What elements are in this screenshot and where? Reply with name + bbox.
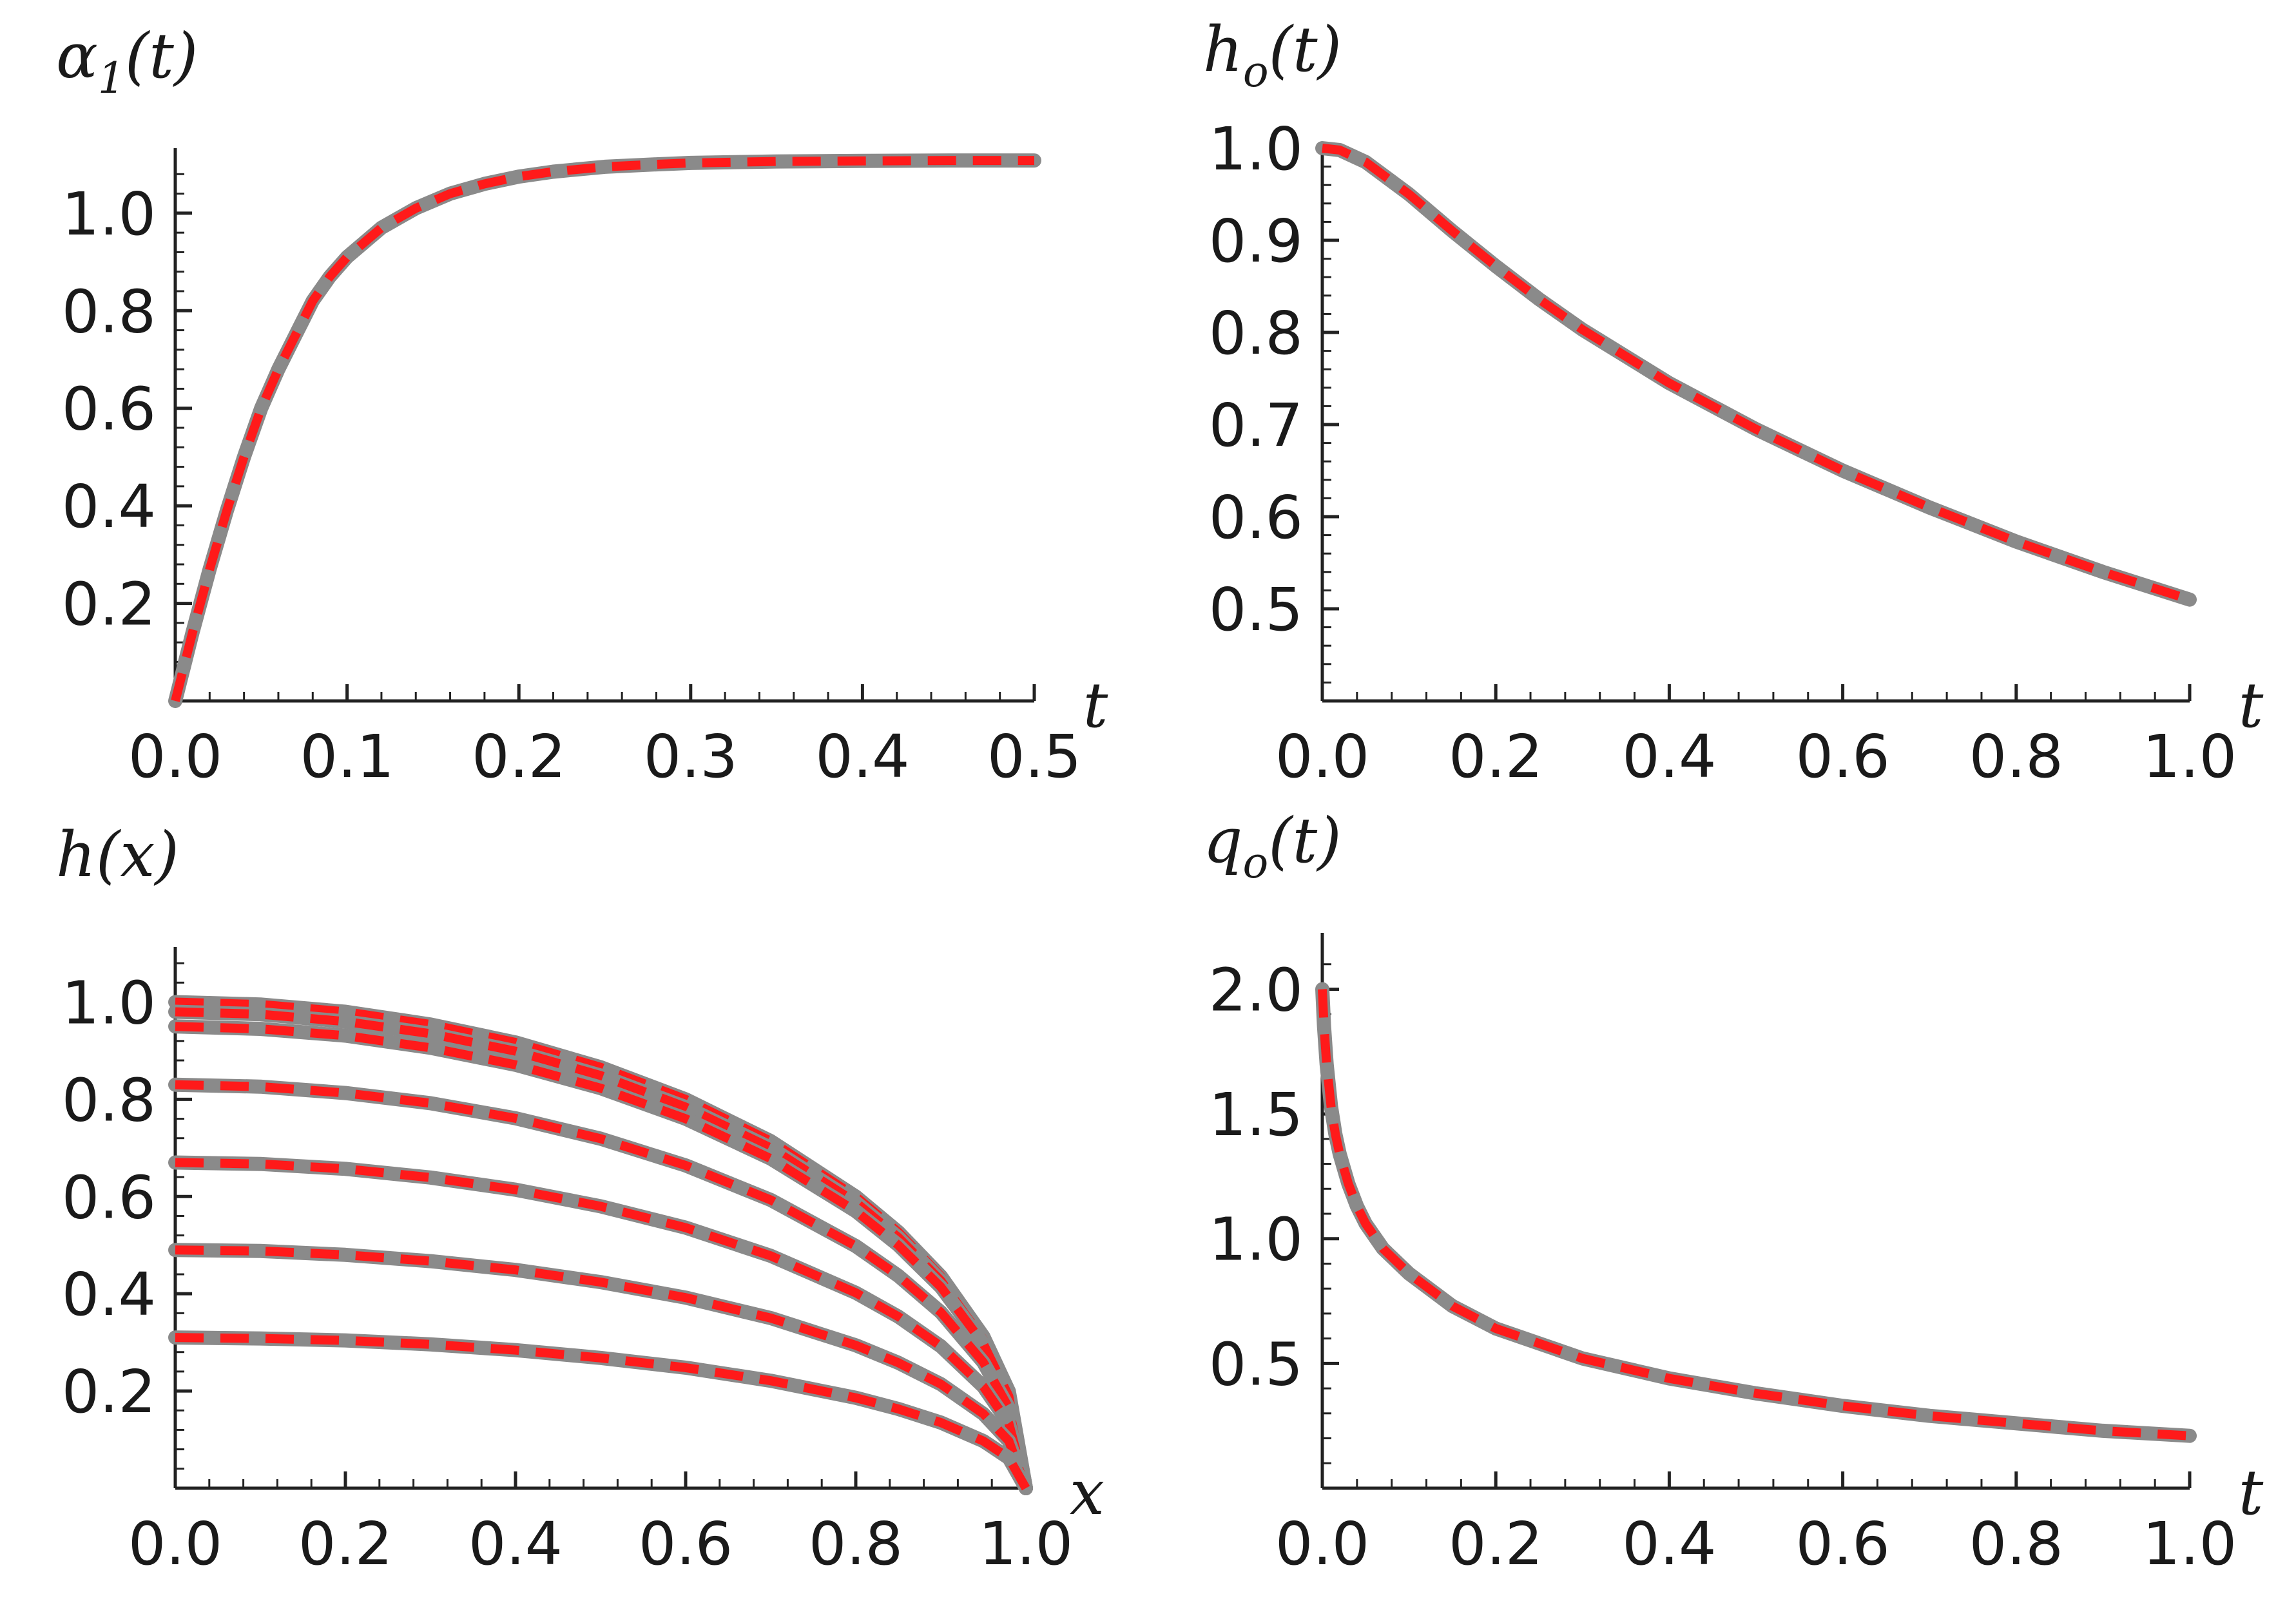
panel-title-symbol: h xyxy=(1203,14,1243,86)
x-tick-label: 0.0 xyxy=(1275,1509,1369,1578)
y-tick-label: 0.4 xyxy=(62,1260,156,1329)
x-tick-label: 0.3 xyxy=(644,722,738,791)
panel-title-argument: (t) xyxy=(1269,14,1342,86)
x-tick-label: 0.6 xyxy=(1795,1509,1889,1578)
x-axis-label: t xyxy=(1083,669,1108,742)
panel-title-subscript: o xyxy=(1243,47,1269,97)
y-tick-label: 0.6 xyxy=(62,375,156,444)
x-tick-label: 0.0 xyxy=(1275,722,1369,791)
panel-title: ho(t) xyxy=(1203,14,1342,97)
x-tick-label: 0.2 xyxy=(472,722,566,791)
x-tick-label: 0.4 xyxy=(1622,722,1716,791)
x-axis-label: x xyxy=(1070,1457,1105,1529)
panel-title-symbol: α xyxy=(56,20,98,92)
x-tick-label: 0.6 xyxy=(1795,722,1889,791)
panel-title-symbol: q xyxy=(1203,805,1242,877)
series-6-approx-line xyxy=(175,1333,1030,1491)
panel-title: α1(t) xyxy=(56,20,198,103)
x-tick-label: 0.6 xyxy=(639,1509,733,1578)
x-tick-label: 0.8 xyxy=(1969,722,2063,791)
y-tick-label: 0.2 xyxy=(62,570,156,639)
x-tick-label: 0.8 xyxy=(809,1509,903,1578)
series-0-exact-line xyxy=(1315,982,2197,1443)
x-tick-label: 1.0 xyxy=(979,1509,1073,1578)
y-tick-label: 1.0 xyxy=(1209,115,1303,184)
y-tick-label: 0.5 xyxy=(1209,1330,1303,1399)
x-tick-label: 0.4 xyxy=(468,1509,563,1578)
x-tick-label: 0.2 xyxy=(1449,722,1543,791)
y-tick-label: 0.8 xyxy=(1209,299,1303,368)
panel-alpha: 0.0 0.1 0.2 0.3 0.4 0.5 0.2 0.4 0.6 0.8 1.0 α1(t) t xyxy=(56,20,1108,791)
y-tick-label: 0.4 xyxy=(62,472,156,541)
x-tick-label: 0.8 xyxy=(1969,1509,2063,1578)
panel-title: qo(t) xyxy=(1203,805,1342,888)
series-1-approx-line xyxy=(175,1007,1030,1489)
y-tick-label: 0.2 xyxy=(62,1357,156,1426)
series-4-exact-line xyxy=(168,1155,1033,1495)
x-tick-label: 0.0 xyxy=(128,722,222,791)
x-tick-label: 1.0 xyxy=(2143,722,2237,791)
y-tick-label: 2.0 xyxy=(1209,955,1303,1024)
y-tick-label: 0.6 xyxy=(62,1163,156,1232)
x-tick-label: 0.1 xyxy=(300,722,394,791)
series-3-approx-line xyxy=(175,1080,1030,1489)
y-tick-label: 0.7 xyxy=(1209,391,1303,460)
y-tick-label: 0.5 xyxy=(1209,575,1303,644)
x-tick-label: 0.5 xyxy=(987,722,1081,791)
panel-title-symbol: h xyxy=(56,819,96,891)
y-tick-label: 1.5 xyxy=(1209,1080,1303,1149)
panel-ho: 0.0 0.2 0.4 0.6 0.8 1.0 0.5 0.6 0.7 0.8 0.9 1.0 ho(t… xyxy=(1203,14,2264,791)
series-0-exact-line xyxy=(168,153,1041,708)
series-0-approx-line xyxy=(1318,989,2190,1441)
panel-hx: 0.0 0.2 0.4 0.6 0.8 1.0 0.2 0.4 0.6 0.8 1.0 h(x) x xyxy=(56,819,1105,1578)
series-2-approx-line xyxy=(175,1022,1030,1489)
panel-qo: 0.0 0.2 0.4 0.6 0.8 1.0 0.5 1.0 1.5 2.0 qo(t) t xyxy=(1203,805,2264,1578)
y-tick-label: 1.0 xyxy=(1209,1205,1303,1274)
series-4-approx-line xyxy=(175,1158,1030,1489)
y-tick-label: 0.8 xyxy=(62,277,156,346)
y-tick-label: 0.9 xyxy=(1209,207,1303,276)
x-tick-label: 1.0 xyxy=(2143,1509,2237,1578)
x-tick-label: 0.4 xyxy=(1622,1509,1716,1578)
y-tick-label: 1.0 xyxy=(62,968,156,1037)
x-axis-label: t xyxy=(2239,669,2264,742)
panel-title: h(x) xyxy=(56,819,179,891)
panel-title-argument: (x) xyxy=(96,819,179,891)
x-tick-label: 0.4 xyxy=(815,722,909,791)
x-axis-label: t xyxy=(2239,1457,2264,1529)
y-tick-label: 0.6 xyxy=(1209,483,1303,552)
y-tick-label: 0.8 xyxy=(62,1066,156,1135)
series-0-exact-line xyxy=(1315,141,2197,607)
panel-title-argument: (t) xyxy=(125,20,198,92)
series-5-approx-line xyxy=(175,1245,1030,1490)
y-tick-label: 1.0 xyxy=(62,180,156,249)
panel-title-argument: (t) xyxy=(1268,805,1341,877)
series-0-approx-line xyxy=(175,997,1030,1489)
x-tick-label: 0.2 xyxy=(1449,1509,1543,1578)
x-tick-label: 0.0 xyxy=(128,1509,222,1578)
panel-title-subscript: o xyxy=(1242,838,1268,888)
series-0-approx-line xyxy=(171,156,1034,702)
series-0-approx-line xyxy=(1322,144,2192,604)
panel-title-subscript: 1 xyxy=(98,53,125,103)
x-tick-label: 0.2 xyxy=(298,1509,392,1578)
